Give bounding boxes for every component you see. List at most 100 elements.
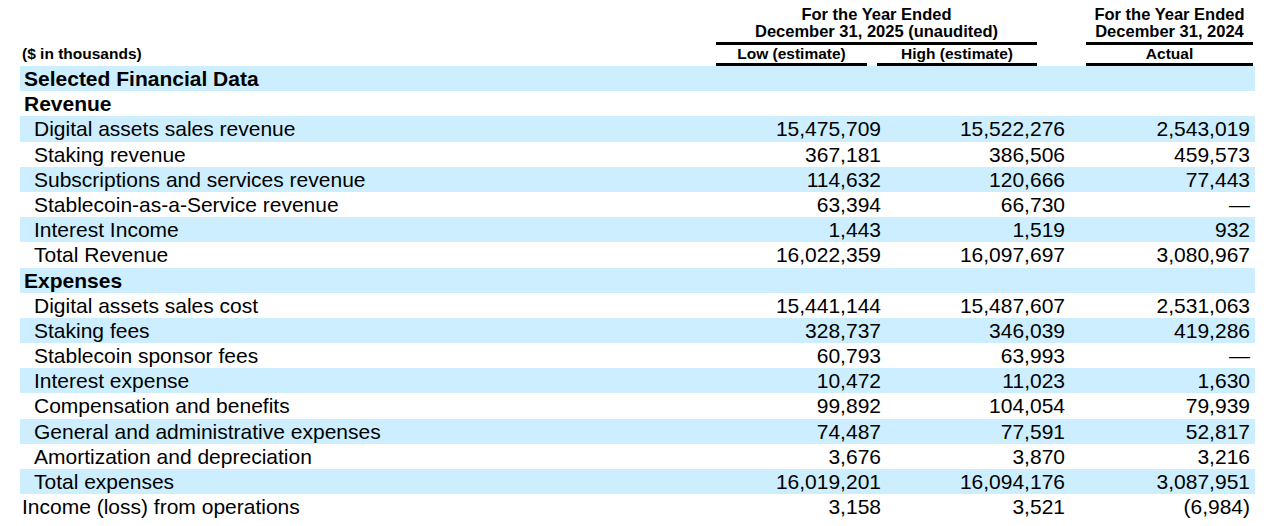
row-label: Compensation and benefits — [20, 393, 700, 418]
section-title: Selected Financial Data — [20, 66, 700, 91]
value-low: 1,443 — [700, 217, 886, 242]
year-2025-line2: December 31, 2025 (unaudited) — [716, 23, 1037, 40]
value-low: 99,892 — [700, 393, 886, 418]
value-actual: — — [1070, 192, 1255, 217]
year-2024-line1: For the Year Ended — [1086, 6, 1253, 23]
row-general-and-administrative-expenses: General and administrative expenses 74,4… — [20, 419, 1255, 444]
row-selected-financial-data: Selected Financial Data — [20, 66, 1255, 91]
value-actual: 459,573 — [1070, 142, 1255, 167]
value-low: 3,158 — [700, 494, 886, 519]
value-low: 367,181 — [700, 142, 886, 167]
value-low: 15,441,144 — [700, 293, 886, 318]
value-actual — [1070, 66, 1255, 91]
value-actual: 419,286 — [1070, 318, 1255, 343]
section-title: Expenses — [20, 268, 700, 293]
value-high: 11,023 — [886, 368, 1070, 393]
row-label: Interest Income — [20, 217, 700, 242]
value-high: 346,039 — [886, 318, 1070, 343]
row-interest-income: Interest Income 1,443 1,519 932 — [20, 217, 1255, 242]
value-low: 328,737 — [700, 318, 886, 343]
value-actual: — — [1070, 343, 1255, 368]
value-actual: 3,080,967 — [1070, 242, 1255, 267]
value-high: 104,054 — [886, 393, 1070, 418]
section-title: Revenue — [20, 91, 700, 116]
row-total-revenue: Total Revenue 16,022,359 16,097,697 3,08… — [20, 242, 1255, 267]
value-actual: 77,443 — [1070, 167, 1255, 192]
value-high: 15,522,276 — [886, 116, 1070, 141]
row-stablecoin-as-a-service-revenue: Stablecoin-as-a-Service revenue 63,394 6… — [20, 192, 1255, 217]
row-label: Staking revenue — [20, 142, 700, 167]
row-digital-assets-sales-cost: Digital assets sales cost 15,441,144 15,… — [20, 293, 1255, 318]
row-label: Stablecoin-as-a-Service revenue — [20, 192, 700, 217]
column-header-actual: Actual — [1086, 45, 1253, 66]
value-high: 120,666 — [886, 167, 1070, 192]
row-label: Total Revenue — [20, 242, 700, 267]
value-actual: 932 — [1070, 217, 1255, 242]
column-header-high-estimate: High (estimate) — [877, 45, 1037, 66]
units-label: ($ in thousands) — [22, 45, 142, 63]
value-high: 15,487,607 — [886, 293, 1070, 318]
row-label: Digital assets sales revenue — [20, 116, 700, 141]
row-total-expenses: Total expenses 16,019,201 16,094,176 3,0… — [20, 469, 1255, 494]
year-2025-group-header: For the Year Ended December 31, 2025 (un… — [716, 6, 1037, 45]
row-expenses-section: Expenses — [20, 268, 1255, 293]
row-label: General and administrative expenses — [20, 419, 700, 444]
value-actual: 3,087,951 — [1070, 469, 1255, 494]
row-label: Amortization and depreciation — [20, 444, 700, 469]
row-label: Staking fees — [20, 318, 700, 343]
value-actual — [1070, 268, 1255, 293]
row-label: Total expenses — [20, 469, 700, 494]
value-high: 386,506 — [886, 142, 1070, 167]
row-stablecoin-sponsor-fees: Stablecoin sponsor fees 60,793 63,993 — — [20, 343, 1255, 368]
value-low: 3,676 — [700, 444, 886, 469]
row-revenue-section: Revenue — [20, 91, 1255, 116]
value-low: 16,019,201 — [700, 469, 886, 494]
table-header: ($ in thousands) For the Year Ended Dece… — [0, 0, 1280, 66]
row-staking-revenue: Staking revenue 367,181 386,506 459,573 — [20, 142, 1255, 167]
row-subscriptions-and-services-revenue: Subscriptions and services revenue 114,6… — [20, 167, 1255, 192]
value-low — [700, 91, 886, 116]
year-2025-line1: For the Year Ended — [716, 6, 1037, 23]
value-high: 77,591 — [886, 419, 1070, 444]
row-staking-fees: Staking fees 328,737 346,039 419,286 — [20, 318, 1255, 343]
value-low: 16,022,359 — [700, 242, 886, 267]
row-label: Subscriptions and services revenue — [20, 167, 700, 192]
value-high: 1,519 — [886, 217, 1070, 242]
value-low: 74,487 — [700, 419, 886, 444]
value-actual: 52,817 — [1070, 419, 1255, 444]
row-amortization-and-depreciation: Amortization and depreciation 3,676 3,87… — [20, 444, 1255, 469]
value-actual: 2,543,019 — [1070, 116, 1255, 141]
value-high — [886, 66, 1070, 91]
value-high — [886, 91, 1070, 116]
year-2024-line2: December 31, 2024 — [1086, 23, 1253, 40]
row-compensation-and-benefits: Compensation and benefits 99,892 104,054… — [20, 393, 1255, 418]
value-high — [886, 268, 1070, 293]
row-digital-assets-sales-revenue: Digital assets sales revenue 15,475,709 … — [20, 116, 1255, 141]
row-interest-expense: Interest expense 10,472 11,023 1,630 — [20, 368, 1255, 393]
row-label: Income (loss) from operations — [20, 494, 700, 519]
value-actual — [1070, 91, 1255, 116]
value-low: 15,475,709 — [700, 116, 886, 141]
row-label: Interest expense — [20, 368, 700, 393]
financial-data-table: Selected Financial Data Revenue Digital … — [0, 66, 1280, 519]
value-actual: (6,984) — [1070, 494, 1255, 519]
value-low: 63,394 — [700, 192, 886, 217]
value-high: 3,521 — [886, 494, 1070, 519]
value-high: 16,094,176 — [886, 469, 1070, 494]
row-label: Stablecoin sponsor fees — [20, 343, 700, 368]
year-2024-group-header: For the Year Ended December 31, 2024 — [1086, 6, 1253, 45]
value-actual: 1,630 — [1070, 368, 1255, 393]
value-low: 60,793 — [700, 343, 886, 368]
value-actual: 79,939 — [1070, 393, 1255, 418]
value-low — [700, 66, 886, 91]
value-actual: 2,531,063 — [1070, 293, 1255, 318]
value-low: 114,632 — [700, 167, 886, 192]
value-high: 66,730 — [886, 192, 1070, 217]
value-low: 10,472 — [700, 368, 886, 393]
column-header-low-estimate: Low (estimate) — [716, 45, 867, 66]
row-label: Digital assets sales cost — [20, 293, 700, 318]
value-high: 63,993 — [886, 343, 1070, 368]
row-income-loss-from-operations: Income (loss) from operations 3,158 3,52… — [20, 494, 1255, 519]
value-high: 16,097,697 — [886, 242, 1070, 267]
value-low — [700, 268, 886, 293]
